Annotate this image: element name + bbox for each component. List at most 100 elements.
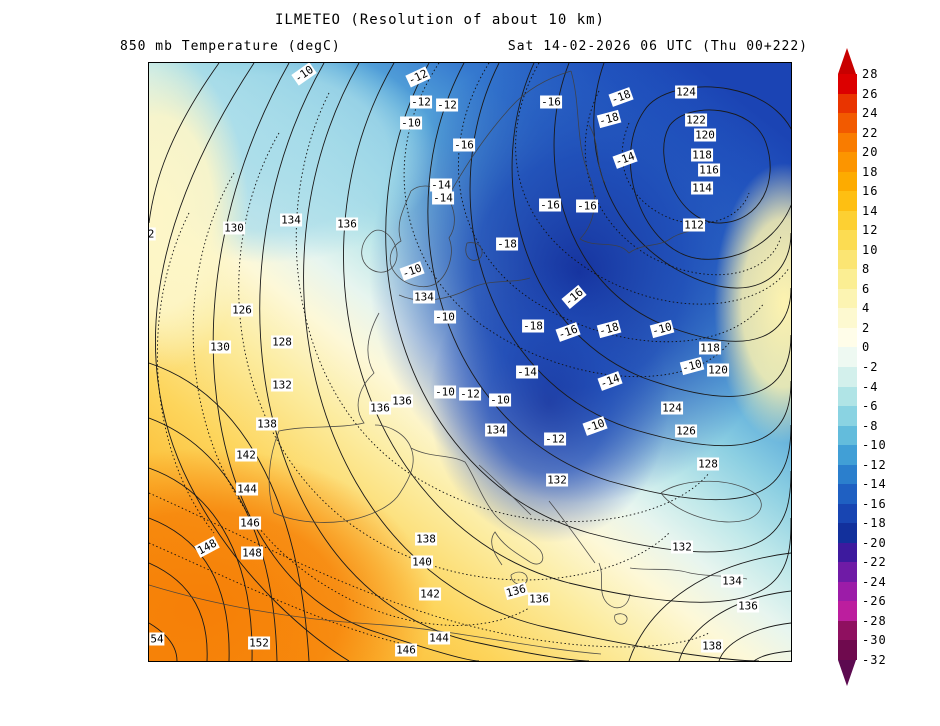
page-title: ILMETEO (Resolution of about 10 km) — [274, 12, 605, 28]
temperature-contour-label: -12 — [459, 387, 481, 401]
height-contour-label: 148 — [194, 536, 220, 558]
colorbar-tick: -20 — [862, 535, 887, 550]
height-contour-label: 144 — [428, 631, 450, 645]
colorbar-tick: 8 — [862, 262, 871, 277]
colorbar-tick: -6 — [862, 399, 879, 414]
colorbar-tick: -28 — [862, 613, 887, 628]
temperature-contour-label: -10 — [291, 63, 317, 86]
colorbar-tick: 18 — [862, 164, 879, 179]
temperature-contour-label: -18 — [596, 319, 622, 339]
height-contour-label: 132 — [671, 540, 693, 554]
sw-orange-blob — [149, 448, 434, 661]
colorbar-segment — [838, 152, 857, 172]
colorbar-segment — [838, 269, 857, 289]
temperature-contour-label: -16 — [576, 199, 598, 213]
height-contour-label: 116 — [698, 163, 720, 177]
colorbar-segment — [838, 327, 857, 348]
temperature-contour-label: -10 — [649, 319, 675, 339]
colorbar-tick: 10 — [862, 242, 879, 257]
temperature-contour-label: -16 — [453, 138, 475, 152]
weather-map: 130 134 136 124 122 120 118 116 114 112 126 130 128 1… — [148, 62, 792, 662]
height-contour-label: 126 — [231, 303, 253, 317]
colorbar-segment — [838, 542, 857, 563]
temperature-contour-label: -10 — [399, 261, 425, 281]
colorbar-segment — [838, 640, 857, 660]
colorbar-tick: -24 — [862, 574, 887, 589]
colorbar-segment — [838, 425, 857, 446]
height-contour-label: 138 — [415, 532, 437, 546]
temperature-contour-label: -10 — [400, 116, 422, 130]
temperature-contour-label: -18 — [522, 319, 544, 333]
colorbar-arrow-top-icon — [838, 48, 856, 74]
height-contour-label: 126 — [675, 424, 697, 438]
colorbar-tick: -26 — [862, 594, 887, 609]
height-contour-label: 146 — [239, 516, 261, 530]
height-contour-label: 112 — [683, 218, 705, 232]
height-contour-label: 136 — [369, 401, 391, 415]
colorbar-tick: -32 — [862, 653, 887, 667]
height-contour-label: 138 — [701, 639, 723, 653]
nw-cream-blob — [149, 63, 249, 373]
colorbar-tick: 12 — [862, 223, 879, 238]
colorbar-tick: -12 — [862, 457, 887, 472]
colorbar-segment — [838, 308, 857, 328]
colorbar-tick: -10 — [862, 438, 887, 453]
colorbar-segment — [838, 191, 857, 211]
height-contour-label: 120 — [694, 128, 716, 142]
subtitle-valid-time: Sat 14-02-2026 06 UTC (Thu 00+222) — [507, 39, 808, 54]
height-contour-label: 136 — [336, 217, 358, 231]
temperature-contour-label: -14 — [612, 149, 638, 169]
height-contour-label: 130 — [209, 340, 231, 354]
colorbar-tick: 24 — [862, 106, 879, 121]
colorbar-segment — [838, 386, 857, 407]
colorbar-segment — [838, 288, 857, 309]
temperature-contour-label: -12 — [405, 66, 431, 88]
colorbar-tick: -30 — [862, 633, 887, 648]
colorbar-segment — [838, 171, 857, 192]
colorbar-tick: -16 — [862, 496, 887, 511]
height-contour-label: 146 — [395, 643, 417, 657]
east-warm-blob — [714, 163, 791, 443]
height-contour-label: 134 — [413, 290, 435, 304]
height-contour-label: 2 — [149, 227, 156, 241]
height-contour-label: 136 — [503, 581, 529, 601]
temperature-contour-label: -10 — [582, 416, 608, 436]
height-contour-label: 128 — [697, 457, 719, 471]
height-contour-label: 124 — [675, 85, 697, 99]
colorbar-segment — [838, 523, 857, 543]
temperature-contour-label: -16 — [539, 198, 561, 212]
colorbar-tick: -14 — [862, 477, 887, 492]
colorbar-segment — [838, 132, 857, 153]
height-contour-label: 132 — [271, 378, 293, 392]
colorbar-tick: 14 — [862, 203, 879, 218]
height-contour-label: 130 — [223, 221, 245, 235]
colorbar-scale-labels: 28 26 24 22 20 18 16 14 12 10 8 6 4 2 0 -2 -4 -6 -8 -10 -12-… — [862, 67, 902, 667]
colorbar-tick: 28 — [862, 67, 879, 81]
colorbar-tick: 16 — [862, 184, 879, 199]
height-contour-label: 136 — [528, 592, 550, 606]
colorbar-tick: 22 — [862, 125, 879, 140]
temperature-contour-label: -16 — [561, 284, 587, 310]
height-contour-label: 136 — [391, 394, 413, 408]
colorbar-tick: 26 — [862, 86, 879, 101]
colorbar-tick: 2 — [862, 320, 871, 335]
colorbar-tick: -4 — [862, 379, 879, 394]
colorbar-segment — [838, 113, 857, 133]
colorbar-tick: -8 — [862, 418, 879, 433]
colorbar-segment — [838, 249, 857, 270]
colorbar-segment — [838, 484, 857, 504]
colorbar-arrow-bottom-icon — [838, 660, 856, 686]
temperature-contour-label: -14 — [597, 371, 623, 391]
temperature-contour-label: -18 — [496, 237, 518, 251]
colorbar-segment — [838, 601, 857, 621]
colorbar-tick: 6 — [862, 281, 871, 296]
temperature-contour-label: -18 — [596, 109, 622, 129]
colorbar-tick: 0 — [862, 340, 871, 355]
temperature-contour-label: -10 — [434, 310, 456, 324]
temperature-contours — [149, 63, 790, 648]
temperature-contour-label: -14 — [430, 178, 452, 192]
colorbar — [838, 74, 857, 660]
map-labels-layer: 130 134 136 124 122 120 118 116 114 112 126 130 128 1… — [149, 63, 791, 661]
height-contour-label: 134 — [280, 213, 302, 227]
height-contour-label: 144 — [236, 482, 258, 496]
